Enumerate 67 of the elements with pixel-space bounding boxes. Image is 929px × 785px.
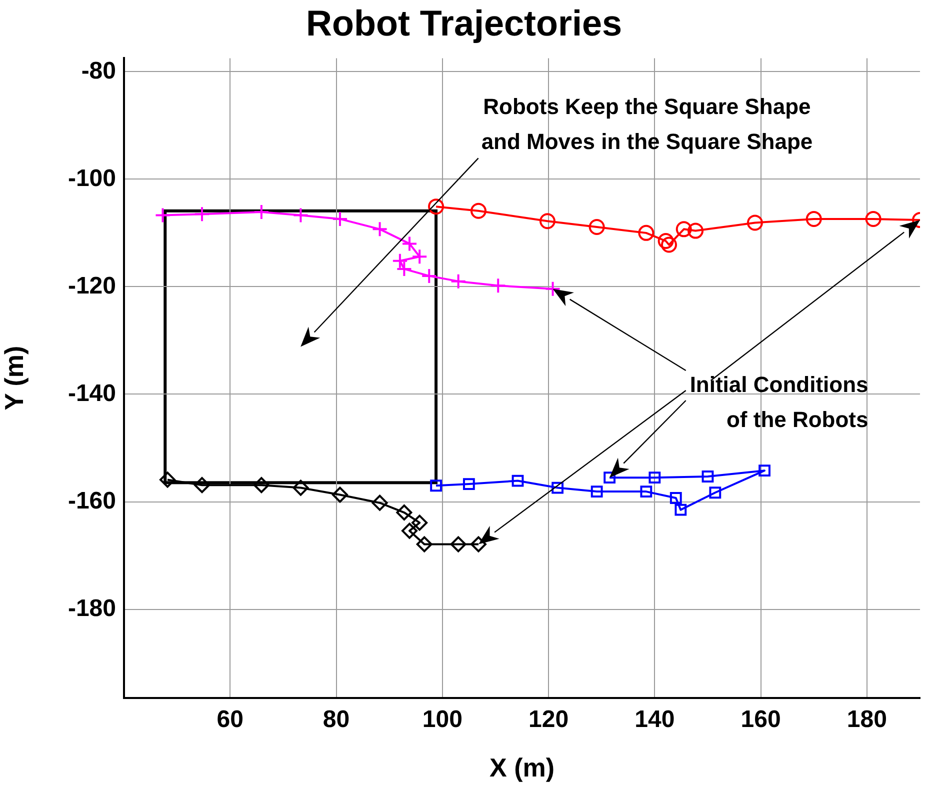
x-tick-label: 100 xyxy=(422,706,462,734)
point xyxy=(412,248,428,265)
point xyxy=(512,474,524,487)
x-tick-label: 80 xyxy=(322,706,350,734)
point xyxy=(674,504,687,516)
point xyxy=(658,233,674,249)
point xyxy=(292,480,309,496)
y-tick-label: -140 xyxy=(68,380,116,407)
annotation: Initial Conditions of the Robots xyxy=(690,372,868,432)
point xyxy=(470,536,486,552)
chart-title: Robot Trajectories xyxy=(306,2,622,44)
y-tick-label: -160 xyxy=(68,487,116,514)
point xyxy=(539,213,556,230)
point xyxy=(470,202,486,219)
point xyxy=(421,268,438,284)
point xyxy=(292,207,309,224)
point xyxy=(552,482,564,494)
point xyxy=(604,472,616,484)
point xyxy=(396,504,412,521)
point xyxy=(490,278,506,294)
point xyxy=(402,522,418,539)
point xyxy=(688,222,704,239)
point xyxy=(194,477,210,494)
point xyxy=(332,210,348,227)
point xyxy=(160,472,176,488)
point xyxy=(253,204,270,220)
point xyxy=(372,494,388,511)
point xyxy=(746,214,763,231)
point xyxy=(588,219,605,236)
y-tick-label: -180 xyxy=(68,594,116,622)
point xyxy=(640,486,652,498)
point xyxy=(416,536,432,552)
x-tick-label: 60 xyxy=(216,706,244,734)
point xyxy=(670,492,682,504)
point xyxy=(372,221,388,238)
x-tick-label: 140 xyxy=(634,706,675,734)
y-tick-label: -80 xyxy=(81,57,116,84)
x-tick-label: 120 xyxy=(528,706,569,734)
point xyxy=(402,236,418,252)
point xyxy=(332,486,348,503)
x-tick-label: 160 xyxy=(740,706,781,734)
y-tick-label: -100 xyxy=(68,164,116,192)
point xyxy=(660,236,677,253)
point xyxy=(709,486,722,499)
y-tick-label: -120 xyxy=(68,272,116,300)
point xyxy=(758,464,770,477)
point xyxy=(648,472,661,484)
x-tick-label: 180 xyxy=(846,706,887,734)
point xyxy=(676,221,692,238)
annotation: Robots Keep the Square Shape and Moves in the Square Shape xyxy=(481,94,813,154)
point xyxy=(806,210,822,227)
point xyxy=(253,477,270,494)
x-axis-title: X (m) xyxy=(490,752,554,783)
point xyxy=(450,536,466,552)
point xyxy=(638,224,654,241)
y-axis-title: Y (m) xyxy=(0,346,29,410)
point xyxy=(154,207,171,224)
point xyxy=(462,478,475,490)
point xyxy=(430,480,442,492)
point xyxy=(590,486,603,498)
point xyxy=(194,206,210,222)
point xyxy=(450,273,466,290)
point xyxy=(412,514,428,531)
point xyxy=(428,198,444,215)
point xyxy=(702,470,714,482)
point xyxy=(865,210,882,227)
point xyxy=(544,280,561,297)
